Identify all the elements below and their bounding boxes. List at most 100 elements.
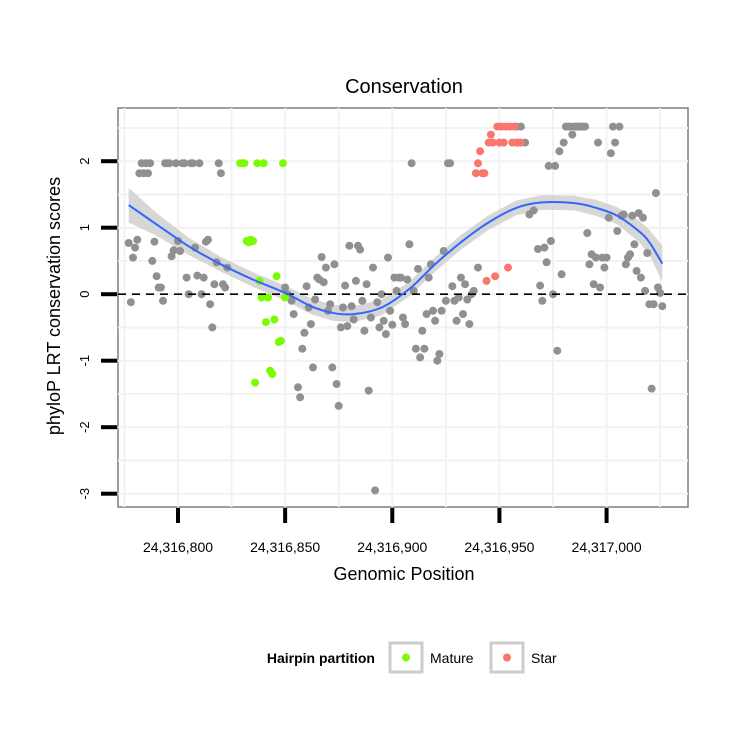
point-other (611, 138, 620, 147)
legend-label-mature: Mature (430, 650, 474, 666)
point-other (553, 346, 562, 355)
point-other (594, 138, 602, 147)
point-other (581, 122, 590, 131)
point-mature (249, 237, 257, 245)
point-other (131, 243, 140, 252)
y-tick-label: -1 (77, 355, 92, 367)
point-other (401, 320, 410, 329)
point-other (446, 159, 455, 168)
point-other (461, 280, 470, 289)
point-other (414, 264, 422, 273)
point-other (126, 298, 135, 307)
loess-line (128, 201, 664, 316)
point-other (604, 213, 613, 222)
point-star (510, 122, 519, 131)
point-other (328, 363, 337, 372)
point-other (546, 237, 555, 245)
point-mature (281, 293, 290, 302)
point-other (336, 323, 345, 332)
point-other (146, 159, 155, 168)
point-mature (261, 318, 270, 327)
point-other (542, 258, 551, 267)
point-other (636, 273, 645, 282)
point-other (420, 344, 429, 353)
point-other (379, 316, 388, 325)
point-other (152, 272, 161, 281)
point-other (424, 273, 433, 282)
point-mature (264, 293, 272, 302)
point-other (210, 280, 219, 289)
point-other (193, 271, 202, 280)
point-other (658, 302, 667, 311)
point-other (431, 316, 440, 325)
point-other (171, 159, 180, 168)
point-other (583, 229, 592, 237)
point-star (480, 169, 489, 178)
point-other (456, 273, 465, 282)
y-tick-label: 1 (77, 224, 92, 231)
point-other (216, 169, 225, 178)
point-other (206, 300, 215, 309)
point-other (289, 310, 298, 319)
point-mature (253, 159, 262, 168)
point-other (529, 206, 538, 215)
point-other (311, 295, 320, 304)
point-other (643, 249, 652, 257)
point-mature (251, 378, 260, 387)
point-star (504, 263, 512, 272)
point-other (169, 246, 178, 255)
point-star (486, 130, 495, 139)
point-other (214, 159, 223, 168)
point-other (341, 281, 350, 290)
point-other (540, 243, 549, 252)
point-other (396, 273, 405, 282)
point-other (409, 286, 418, 295)
point-star (474, 159, 482, 168)
point-other (360, 326, 369, 335)
point-other (551, 161, 560, 170)
point-other (148, 256, 157, 265)
plot-panel (117, 107, 689, 508)
point-other (392, 286, 401, 295)
x-tick-label: 24,317,000 (572, 539, 642, 555)
point-star (499, 138, 508, 147)
point-other (356, 245, 365, 254)
point-other (165, 159, 174, 168)
point-other (204, 235, 212, 244)
point-other (534, 245, 542, 253)
point-other (124, 239, 133, 247)
point-other (189, 159, 197, 168)
point-other (298, 344, 307, 353)
point-other (469, 286, 478, 295)
point-other (302, 282, 311, 291)
point-other (465, 320, 474, 329)
legend-label-star: Star (531, 650, 557, 666)
point-other (639, 213, 647, 222)
point-other (373, 298, 382, 307)
point-other (649, 300, 658, 309)
point-other (656, 288, 665, 297)
point-other (454, 293, 463, 302)
point-other (651, 189, 660, 198)
point-other (321, 263, 330, 272)
point-other (133, 235, 142, 244)
point-other (176, 247, 185, 255)
point-other (371, 486, 380, 495)
point-other (448, 282, 457, 291)
point-other (399, 313, 407, 322)
point-other (418, 326, 427, 335)
point-other (300, 328, 309, 337)
y-tick-label: 2 (77, 158, 92, 165)
point-mature (276, 336, 285, 345)
legend-marker-star (503, 653, 511, 662)
point-other (609, 122, 617, 131)
point-other (386, 306, 395, 315)
point-other (437, 306, 446, 315)
point-other (596, 283, 605, 292)
legend-title: Hairpin partition (267, 650, 375, 666)
point-other (435, 350, 444, 358)
point-mature (272, 272, 281, 281)
data-points (124, 122, 667, 495)
point-other (167, 252, 176, 261)
point-other (433, 356, 442, 365)
